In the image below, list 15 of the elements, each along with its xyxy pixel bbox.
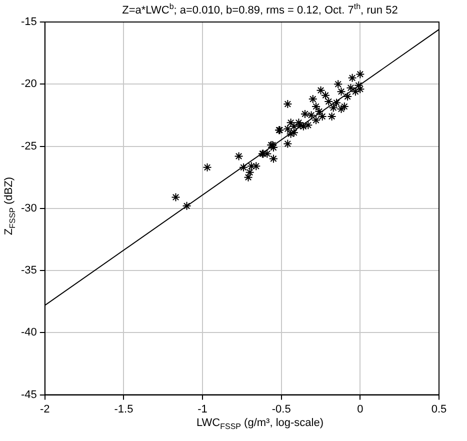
x-axis-title: LWC$_{FSSP}$ (g/m³, log-scale) (195, 417, 325, 432)
y-tick-label: -45 (20, 388, 37, 401)
y-tick-label: -40 (20, 326, 37, 339)
y-tick-label: -25 (20, 140, 37, 152)
x-tick-label: -2 (40, 403, 50, 416)
y-tick-label: -30 (20, 202, 37, 214)
x-tick-label: 0 (357, 403, 364, 416)
y-tick-label: -20 (20, 78, 37, 90)
x-tick-label: -1 (198, 403, 208, 416)
y-tick-label: -15 (20, 16, 37, 28)
chart-title: Z=a*LWC$^{b}$; a=0.010, b=0.89, rms = 0.12, Oct. 7$^{th}$, run 52 (121, 2, 399, 17)
x-tick-label: -1.5 (114, 403, 134, 416)
y-tick-label: -35 (20, 264, 37, 277)
x-tick-label: -0.5 (272, 403, 291, 416)
x-tick-label: 0.5 (431, 403, 447, 416)
